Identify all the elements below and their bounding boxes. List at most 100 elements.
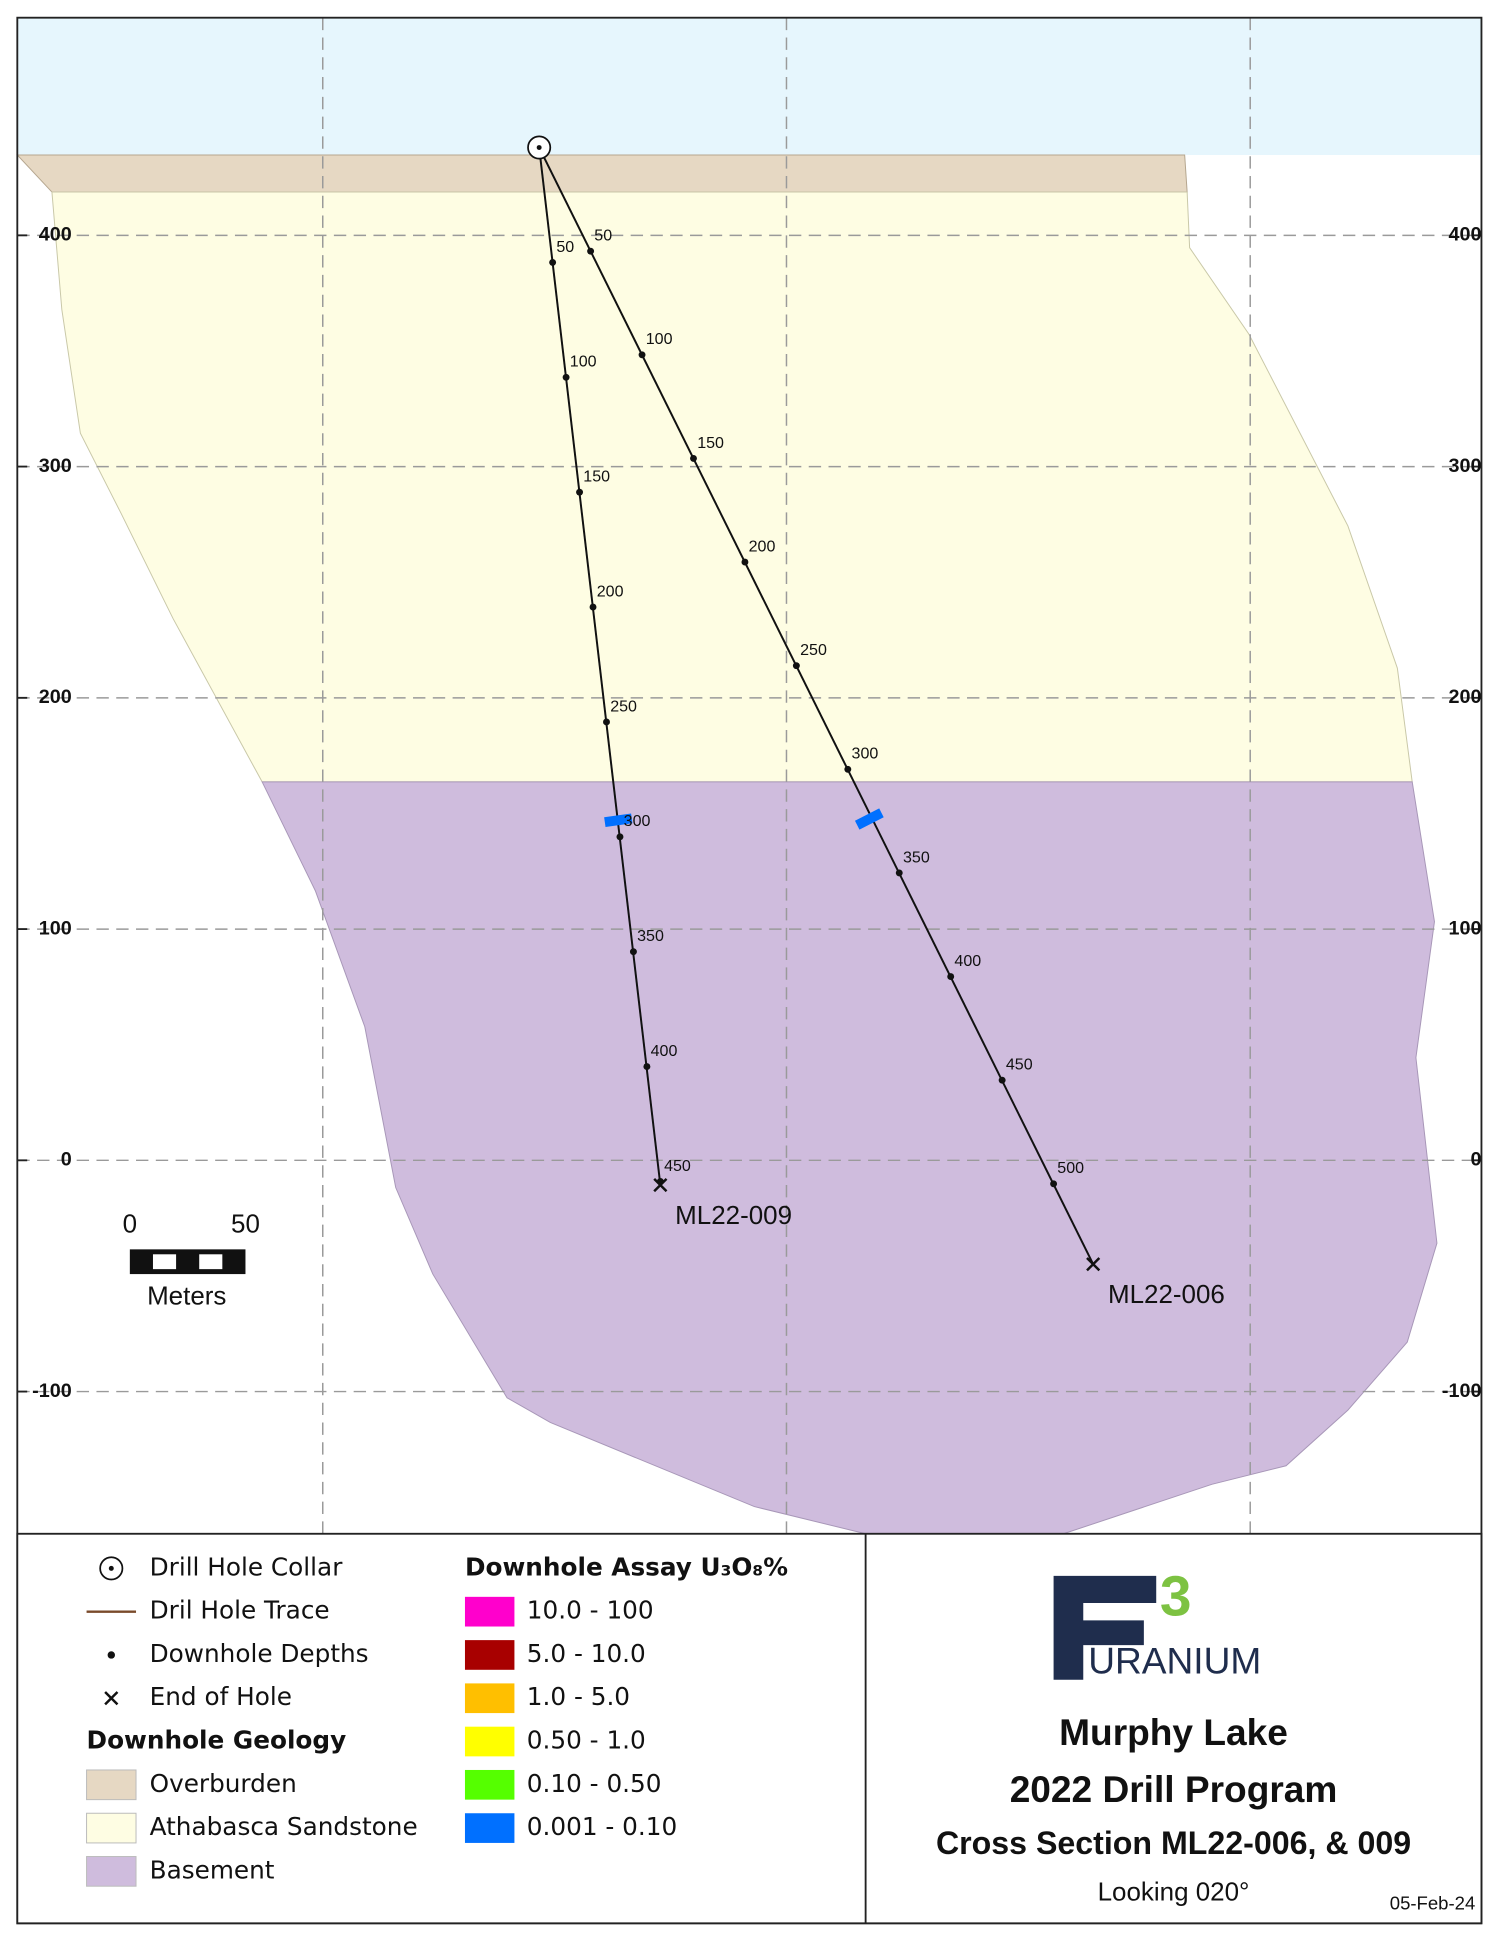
depth-label: 500 <box>1057 1159 1084 1177</box>
depth-label: 300 <box>852 745 879 763</box>
legend-swatch <box>464 1683 515 1714</box>
depth-point <box>603 718 610 726</box>
legend-label: 1.0 - 5.0 <box>527 1682 630 1711</box>
legend-swatch <box>86 1856 137 1887</box>
y-tick-label: 200 <box>39 686 72 708</box>
depth-point <box>741 558 749 566</box>
legend-label: Athabasca Sandstone <box>150 1812 418 1841</box>
legend-swatch <box>464 1726 515 1757</box>
subtitle: 2022 Drill Program <box>1010 1768 1338 1810</box>
legend-swatch <box>464 1769 515 1800</box>
logo-digit: 3 <box>1160 1566 1192 1629</box>
legend-label: 0.001 - 0.10 <box>527 1812 677 1841</box>
y-tick-label: -100 <box>1442 1380 1482 1402</box>
legend-label: Dril Hole Trace <box>150 1596 330 1625</box>
legend-label: 0.50 - 1.0 <box>527 1726 646 1755</box>
view: Looking 020° <box>1098 1876 1250 1906</box>
depth-label: 350 <box>903 848 930 866</box>
depth-label: 250 <box>800 641 827 659</box>
depth-point <box>576 488 584 496</box>
scale-label: 50 <box>231 1209 260 1239</box>
legend-swatch <box>464 1596 515 1627</box>
y-tick-label: -100 <box>32 1380 72 1402</box>
depth-label: 450 <box>664 1157 691 1175</box>
y-tick-label: 0 <box>61 1149 72 1171</box>
depth-label: 150 <box>583 468 610 486</box>
legend-label: 10.0 - 100 <box>527 1596 654 1625</box>
hole-name: ML22-006 <box>1108 1279 1225 1309</box>
basement <box>261 781 1438 1535</box>
legend-label: End of Hole <box>150 1682 292 1711</box>
legend-heading: Downhole Assay U₃O₈% <box>465 1552 788 1581</box>
legend-label: Drill Hole Collar <box>150 1552 344 1581</box>
overburden <box>16 154 1188 193</box>
legend-label: Downhole Depths <box>150 1639 369 1668</box>
section: Cross Section ML22-006, & 009 <box>936 1825 1411 1861</box>
depth-point <box>616 833 624 841</box>
y-tick-label: 200 <box>1448 686 1481 708</box>
depth-point <box>792 662 800 670</box>
end-of-hole <box>653 1177 668 1193</box>
title: Murphy Lake <box>1059 1711 1288 1753</box>
legend-label: Overburden <box>150 1769 297 1798</box>
y-tick-label: 400 <box>1448 224 1481 246</box>
depth-point <box>643 1063 651 1071</box>
depth-label: 50 <box>594 227 612 245</box>
legend-frame <box>16 1532 1483 1925</box>
depth-label: 150 <box>697 434 724 452</box>
legend-heading: Downhole Geology <box>87 1726 347 1755</box>
depth-point <box>638 351 646 359</box>
depth-symbol <box>107 1651 116 1659</box>
end-symbol <box>104 1691 119 1706</box>
hole-name: ML22-009 <box>675 1200 792 1230</box>
legend-label: 0.10 - 0.50 <box>527 1769 662 1798</box>
depth-label: 200 <box>749 537 776 555</box>
depth-point <box>562 373 570 381</box>
depth-label: 100 <box>570 353 597 371</box>
legend-label: Basement <box>150 1855 275 1884</box>
depth-point <box>549 258 557 266</box>
y-tick-label: 300 <box>1448 455 1481 477</box>
depth-point <box>587 247 595 255</box>
hole-trace <box>538 147 662 1186</box>
assay-interval <box>854 808 884 830</box>
depth-label: 100 <box>646 330 673 348</box>
depth-label: 400 <box>651 1042 678 1060</box>
legend-swatch <box>464 1640 515 1670</box>
date: 05-Feb-24 <box>1390 1893 1476 1914</box>
collar-dot <box>536 145 542 151</box>
depth-point <box>1050 1180 1058 1188</box>
depth-point <box>844 765 852 773</box>
depth-label: 300 <box>624 812 651 830</box>
depth-point <box>998 1076 1006 1084</box>
y-tick-label: 100 <box>39 917 72 939</box>
depth-label: 200 <box>597 582 624 600</box>
y-tick-label: 300 <box>39 455 72 477</box>
depth-label: 400 <box>954 952 981 970</box>
sky <box>17 17 1482 155</box>
depth-point <box>629 948 637 956</box>
depth-label: 350 <box>637 927 664 945</box>
assay-interval <box>604 813 633 828</box>
legend-swatch <box>464 1813 515 1843</box>
scale-segment <box>199 1254 223 1270</box>
legend-swatch <box>86 1812 137 1844</box>
scale-segment <box>152 1254 177 1270</box>
sandstone <box>51 191 1413 783</box>
end-of-hole <box>1086 1257 1101 1272</box>
logo-word: URANIUM <box>1088 1639 1261 1681</box>
depth-point <box>947 973 955 981</box>
depth-label: 450 <box>1006 1056 1033 1074</box>
depth-point <box>895 869 903 877</box>
depth-label: 250 <box>610 697 637 715</box>
scale-bar <box>129 1249 246 1275</box>
y-tick-label: 0 <box>1470 1149 1481 1171</box>
scale-label: 0 <box>123 1209 137 1239</box>
legend-swatch <box>86 1769 137 1801</box>
y-tick-label: 100 <box>1448 917 1481 939</box>
scale-unit: Meters <box>147 1280 226 1310</box>
legend-label: 5.0 - 10.0 <box>527 1639 646 1668</box>
depth-point <box>690 454 697 462</box>
